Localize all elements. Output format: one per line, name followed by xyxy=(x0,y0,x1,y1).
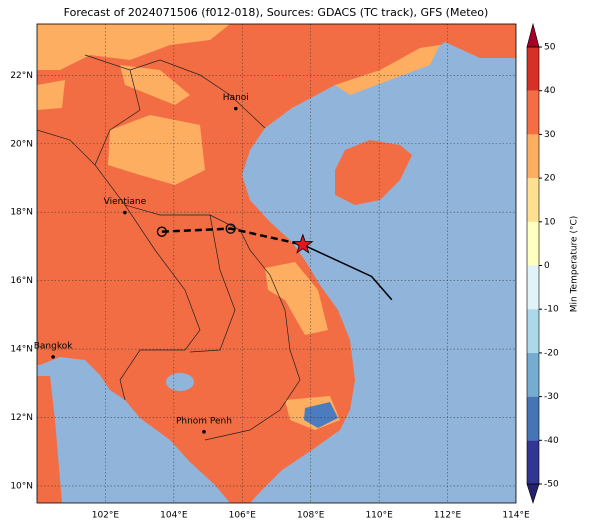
colorbar-band xyxy=(527,440,539,484)
track-point xyxy=(156,226,168,237)
city-label: Vientiane xyxy=(104,197,147,207)
title: Forecast of 2024071506 (f012-018), Sourc… xyxy=(64,6,489,19)
colorbar-band xyxy=(527,47,539,91)
colorbar-over xyxy=(526,22,540,48)
colorbar-band xyxy=(527,90,539,135)
colorbar-band xyxy=(527,396,539,441)
city-dot xyxy=(51,355,55,359)
colorbar-under xyxy=(526,483,540,504)
colorbar-tick-label: 40 xyxy=(544,86,556,96)
y-tick-label: 12°N xyxy=(10,413,33,423)
colorbar-band xyxy=(527,134,539,179)
colorbar-label: Min Temperature (°C) xyxy=(570,216,580,313)
y-tick-label: 18°N xyxy=(10,208,33,218)
y-tick-label: 14°N xyxy=(10,345,33,355)
colorbar-tick-label: -30 xyxy=(544,392,559,402)
colorbar-tick-label: -50 xyxy=(544,480,559,490)
cool-patch xyxy=(304,402,338,428)
city-dot xyxy=(233,106,238,111)
colorbar-band xyxy=(527,309,539,353)
colorbar-band xyxy=(527,221,539,266)
track-point xyxy=(225,223,236,234)
hainan xyxy=(335,140,412,205)
colorbar-band xyxy=(527,178,539,222)
x-tick-label: 108°E xyxy=(297,511,325,521)
city-label: Bangkok xyxy=(34,341,74,351)
y-tick-label: 10°N xyxy=(10,481,33,491)
x-tick-label: 102°E xyxy=(92,511,120,521)
y-tick-label: 16°N xyxy=(10,276,33,286)
map-area xyxy=(37,24,516,503)
x-tick-label: 112°E xyxy=(434,511,462,521)
colorbar-tick-label: -40 xyxy=(544,436,559,446)
city-label: Hanoi xyxy=(223,93,249,103)
land xyxy=(37,376,62,503)
colorbar-tick-label: 50 xyxy=(544,43,556,53)
x-tick-label: 110°E xyxy=(365,511,393,521)
map-frame xyxy=(36,23,517,504)
colorbar-band xyxy=(527,265,539,310)
city-label: Phnom Penh xyxy=(176,416,232,426)
city-dot xyxy=(123,210,127,215)
colorbar-band xyxy=(527,352,539,397)
y-tick-label: 20°N xyxy=(10,139,33,149)
colorbar-tick-label: 10 xyxy=(544,217,556,227)
x-tick-label: 114°E xyxy=(502,511,530,521)
x-tick-label: 104°E xyxy=(160,511,188,521)
past-track xyxy=(161,227,304,246)
forecast-track xyxy=(302,244,393,301)
colorbar-tick-label: -20 xyxy=(544,348,559,358)
city-dot xyxy=(202,430,206,434)
borders xyxy=(37,54,301,441)
current-position xyxy=(292,233,314,254)
colorbar-tick-label: 30 xyxy=(544,130,556,140)
colorbar-tick-label: 0 xyxy=(544,261,550,271)
y-tick-label: 22°N xyxy=(10,71,33,81)
colorbar-tick-label: -10 xyxy=(544,305,559,315)
colorbar-tick-label: 20 xyxy=(544,174,556,184)
x-tick-label: 106°E xyxy=(229,511,257,521)
lake xyxy=(166,373,194,391)
